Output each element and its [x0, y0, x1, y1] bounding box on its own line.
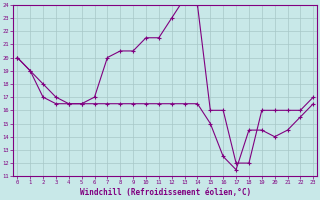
X-axis label: Windchill (Refroidissement éolien,°C): Windchill (Refroidissement éolien,°C) — [80, 188, 251, 197]
